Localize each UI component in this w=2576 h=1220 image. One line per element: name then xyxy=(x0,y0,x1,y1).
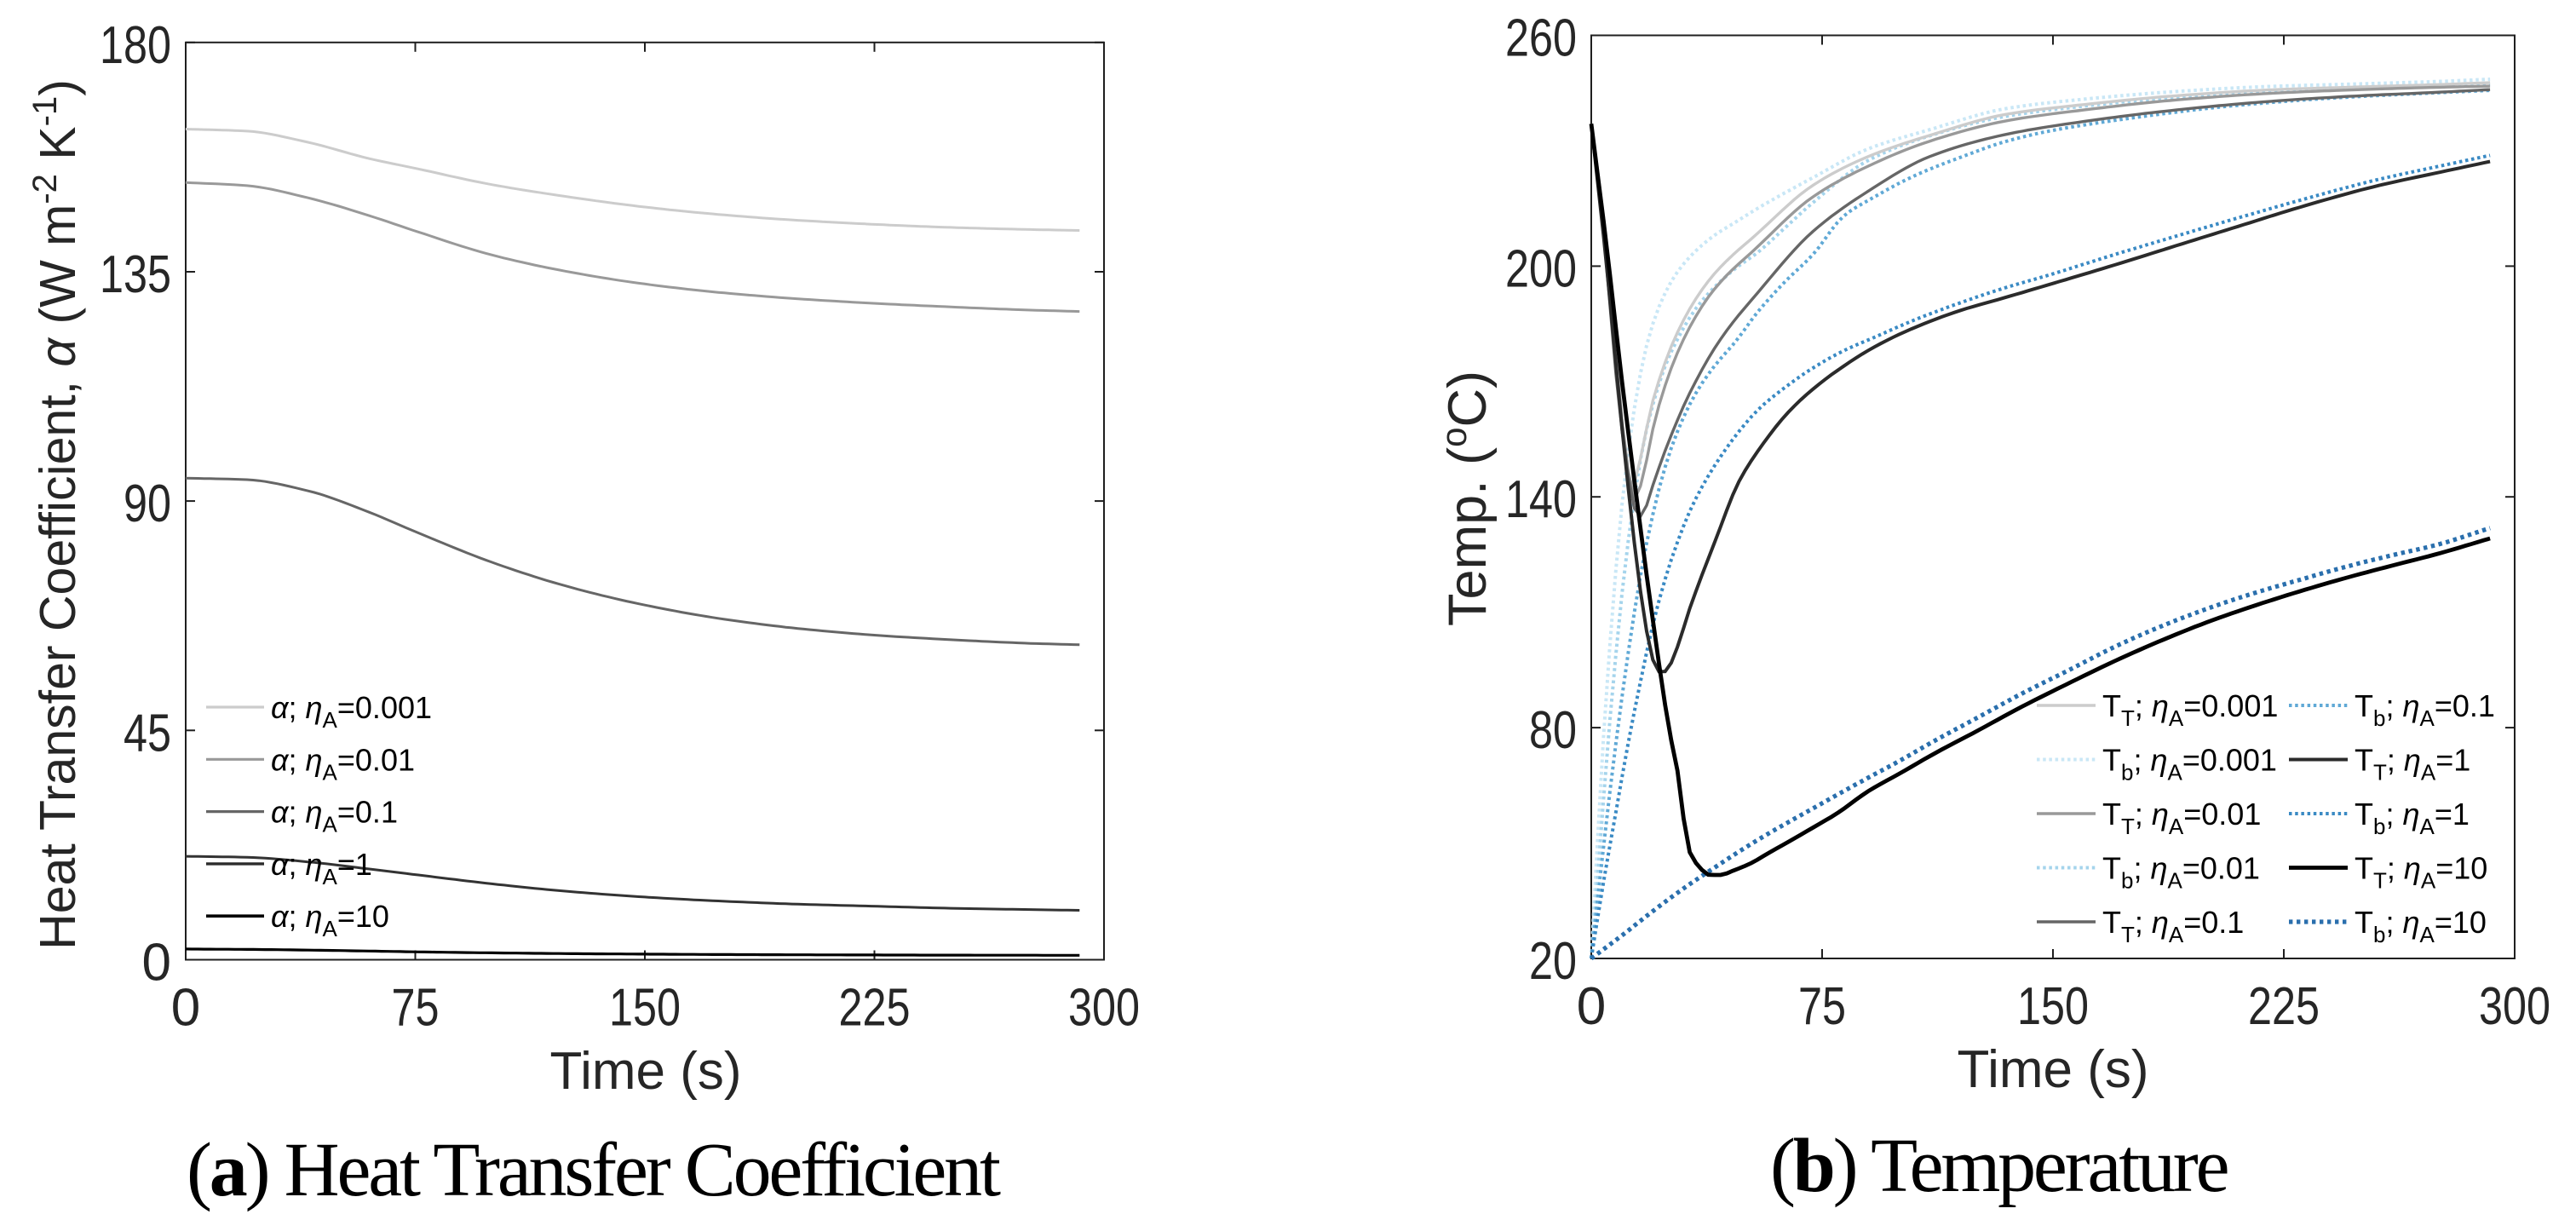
svg-text:260: 260 xyxy=(1505,9,1577,68)
svg-text:225: 225 xyxy=(839,979,911,1038)
svg-text:20: 20 xyxy=(1529,932,1577,991)
svg-text:Time (s): Time (s) xyxy=(1958,1040,2149,1099)
svg-text:0: 0 xyxy=(1577,977,1606,1036)
svg-text:150: 150 xyxy=(609,979,681,1038)
svg-text:Heat Transfer Coefficient, α (: Heat Transfer Coefficient, α (W m-2 K-1) xyxy=(26,79,86,950)
svg-text:150: 150 xyxy=(2017,977,2089,1036)
svg-text:300: 300 xyxy=(2479,977,2550,1036)
svg-text:80: 80 xyxy=(1529,701,1577,760)
svg-text:140: 140 xyxy=(1505,470,1577,529)
svg-text:75: 75 xyxy=(1798,977,1846,1036)
svg-text:(b) Temperature: (b) Temperature xyxy=(1770,1124,2228,1208)
svg-text:135: 135 xyxy=(100,245,171,304)
svg-text:300: 300 xyxy=(1068,979,1140,1038)
svg-text:180: 180 xyxy=(100,16,171,75)
svg-text:225: 225 xyxy=(2248,977,2320,1036)
svg-text:0: 0 xyxy=(142,934,171,993)
svg-text:Time (s): Time (s) xyxy=(550,1042,742,1101)
svg-text:Temp. (oC): Temp. (oC) xyxy=(1434,371,1498,626)
svg-text:75: 75 xyxy=(392,979,440,1038)
svg-text:200: 200 xyxy=(1505,239,1577,298)
svg-text:90: 90 xyxy=(124,475,171,533)
svg-text:0: 0 xyxy=(171,979,200,1038)
svg-text:(a) Heat Transfer Coefficient: (a) Heat Transfer Coefficient xyxy=(187,1128,1001,1212)
svg-text:45: 45 xyxy=(124,704,171,762)
